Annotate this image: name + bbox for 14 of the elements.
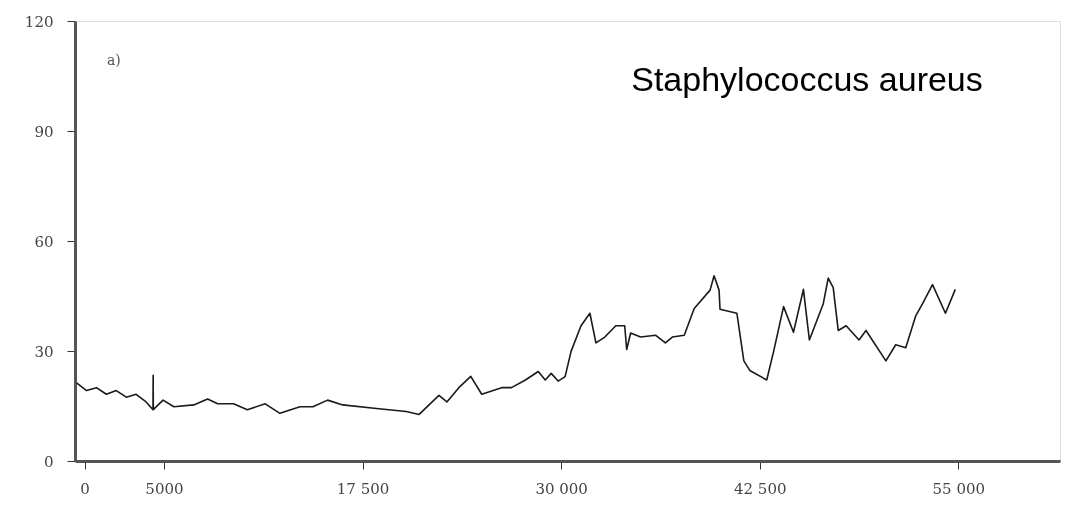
y-tick-label: 60	[34, 232, 54, 251]
x-tick-label: 30 000	[535, 479, 588, 498]
x-tick-label: 42 500	[733, 479, 787, 498]
y-tick-label: 120	[24, 12, 54, 31]
line-series	[75, 275, 957, 416]
annotation: Staphylococcus aureus	[631, 60, 983, 98]
y-tick-label: 0	[43, 452, 54, 471]
x-tick-label: 55 000	[932, 479, 986, 498]
x-tick-label: 17 500	[336, 479, 390, 498]
annotation: a)	[107, 52, 121, 68]
x-tick-label: 5000	[145, 479, 184, 498]
y-tick-label: 30	[34, 342, 54, 361]
x-tick-label: 0	[80, 479, 90, 498]
y-tick-label: 90	[34, 122, 54, 141]
